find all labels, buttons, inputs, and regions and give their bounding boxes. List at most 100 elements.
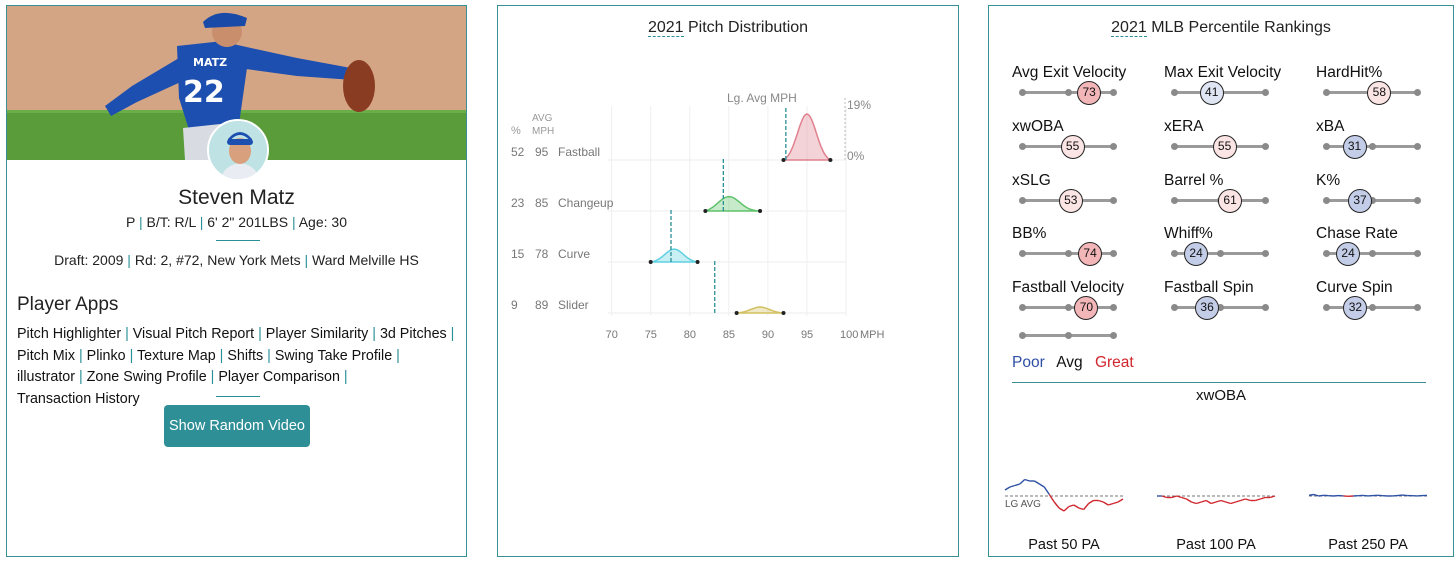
xwoba-sparklines: LG AVG: [1004, 478, 1428, 512]
separator: |: [263, 347, 275, 364]
percentile-value: 73: [1077, 81, 1102, 105]
stat-label: Avg Exit Velocity: [1012, 64, 1127, 81]
app-link[interactable]: Player Similarity: [265, 326, 369, 342]
range-min-dot: [703, 209, 708, 213]
track-dot: [1110, 197, 1117, 204]
pitch-pct: 9: [511, 298, 518, 312]
xwoba-segment: [1176, 495, 1182, 499]
scale-min-label: 0%: [847, 149, 865, 163]
xwoba-segment: [1402, 494, 1408, 497]
jersey-number: 22: [183, 75, 225, 110]
legend-poor: Poor: [1012, 354, 1045, 371]
show-random-video-button[interactable]: Show Random Video: [164, 405, 310, 447]
pitch-distribution-title: 2021 Pitch Distribution: [498, 19, 958, 37]
divider: [1012, 382, 1426, 383]
percentile-value: 55: [1060, 135, 1085, 159]
app-link[interactable]: Plinko: [86, 347, 126, 364]
percentile-stat[interactable]: xwOBA 55: [1012, 118, 1152, 166]
xwoba-segment: [1210, 501, 1217, 505]
percentile-value: 74: [1078, 242, 1103, 266]
year-selector[interactable]: 2021: [1111, 19, 1147, 37]
app-link[interactable]: Visual Pitch Report: [132, 326, 255, 342]
track-dot: [1171, 143, 1178, 150]
xwoba-segment: [1220, 499, 1227, 503]
range-min-dot: [648, 260, 653, 264]
track-dot: [1019, 197, 1026, 204]
track-dot: [1368, 143, 1376, 150]
legend-avg: Avg: [1056, 354, 1083, 371]
stat-label: Curve Spin: [1316, 279, 1393, 296]
photo-illustration: MATZ 22: [7, 6, 466, 160]
percentile-stat[interactable]: Curve Spin 32: [1316, 279, 1456, 327]
app-link[interactable]: 3d Pitches: [379, 326, 447, 342]
pitch-density-changeup: [705, 195, 761, 212]
school: Ward Melville HS: [312, 252, 419, 268]
xwoba-segment: [1068, 504, 1075, 508]
pitch-avg-mph: 78: [535, 247, 549, 261]
percentile-value: 24: [1336, 242, 1361, 266]
app-link[interactable]: Pitch Highlighter: [17, 326, 122, 342]
track-dot: [1019, 250, 1026, 257]
pitch-distribution-chart: % AVG MPH Lg. Avg MPH 19% 0% 52 95 Fastball 23 85 C…: [511, 91, 885, 341]
percentile-stat[interactable]: HardHit% 58: [1316, 64, 1456, 112]
range-max-dot: [781, 311, 786, 315]
stat-label: xBA: [1316, 118, 1345, 135]
xwoba-segment: [1009, 484, 1016, 488]
app-link[interactable]: illustrator: [17, 369, 75, 385]
xwoba-segment: [1043, 486, 1050, 495]
xwoba-segment: [1088, 499, 1094, 505]
separator: |: [368, 326, 380, 342]
percentile-stat[interactable]: Max Exit Velocity 41: [1164, 64, 1304, 112]
track-dot: [1414, 304, 1421, 311]
xwoba-segment: [1014, 483, 1021, 487]
xwoba-segment: [1117, 498, 1124, 503]
percentile-stat[interactable]: Whiff% 24: [1164, 225, 1304, 273]
x-tick-label: 80: [684, 329, 696, 341]
percentile-stat[interactable]: xERA 55: [1164, 118, 1304, 166]
app-link[interactable]: Pitch Mix: [17, 347, 75, 364]
percentile-stat[interactable]: xBA 31: [1316, 118, 1456, 166]
x-tick-label: 95: [801, 329, 813, 341]
percentile-stat[interactable]: Fastball Spin 36: [1164, 279, 1304, 327]
track-dot: [1323, 143, 1330, 150]
player-action-photo: MATZ 22: [7, 6, 466, 160]
app-link[interactable]: Shifts: [227, 347, 264, 364]
year-selector[interactable]: 2021: [647, 19, 684, 37]
app-link[interactable]: Texture Map: [137, 347, 216, 364]
xwoba-segment: [1058, 507, 1065, 512]
separator: |: [215, 347, 228, 364]
track-dot: [1414, 143, 1421, 150]
track-dot: [1262, 250, 1269, 257]
percentile-title: 2021 MLB Percentile Rankings: [989, 19, 1453, 37]
column-header-avg: AVG: [532, 113, 553, 124]
app-link[interactable]: Swing Take Profile: [274, 347, 393, 364]
xwoba-segment: [1363, 494, 1369, 497]
legend-great: Great: [1094, 354, 1134, 371]
avatar: [207, 119, 269, 181]
range-max-dot: [828, 158, 833, 162]
percentile-value: 41: [1199, 81, 1224, 105]
percentile-stat[interactable]: K% 37: [1316, 172, 1456, 220]
player-card: MATZ 22 Steven Matz P | B/T: R/L | 6' 2"…: [6, 5, 467, 557]
stat-label: Whiff%: [1164, 225, 1213, 242]
percentile-stat[interactable]: BB% 74: [1012, 225, 1152, 273]
app-link[interactable]: Player Comparison: [218, 369, 340, 385]
percentile-stat[interactable]: Avg Exit Velocity 73: [1012, 64, 1152, 112]
percentile-value: 36: [1195, 296, 1220, 320]
app-link[interactable]: Transaction History: [17, 390, 140, 407]
percentile-value: 37: [1348, 189, 1373, 213]
xwoba-segment: [1201, 499, 1207, 503]
pitch-density-slider: [736, 306, 784, 314]
track-dot: [1110, 143, 1117, 150]
percentile-stat[interactable]: xSLG 53: [1012, 172, 1152, 220]
percentile-stat[interactable]: Chase Rate 24: [1316, 225, 1456, 273]
percentile-rankings-panel: 2021 MLB Percentile Rankings Avg Exit Ve…: [988, 5, 1454, 557]
track-dot: [1110, 89, 1117, 96]
app-link[interactable]: Zone Swing Profile: [86, 369, 207, 385]
xwoba-segment: [1078, 507, 1084, 511]
pitch-distribution-panel: 2021 Pitch Distribution % AVG MPH Lg. Avg M…: [497, 5, 959, 557]
xwoba-segment: [1245, 498, 1251, 502]
percentile-stat[interactable]: Barrel % 61: [1164, 172, 1304, 220]
percentile-stat[interactable]: Fastball Velocity 70: [1012, 279, 1152, 327]
track-dot: [1171, 197, 1178, 204]
